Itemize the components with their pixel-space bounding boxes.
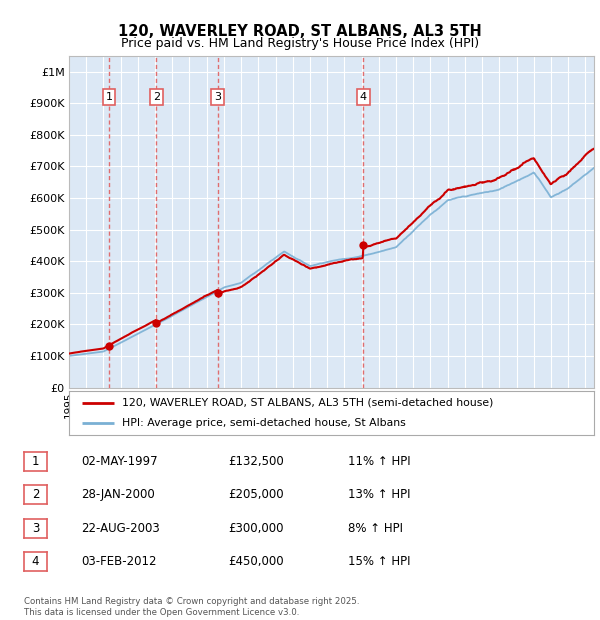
Text: 22-AUG-2003: 22-AUG-2003 <box>81 522 160 534</box>
Text: Price paid vs. HM Land Registry's House Price Index (HPI): Price paid vs. HM Land Registry's House … <box>121 37 479 50</box>
Text: 4: 4 <box>32 556 39 568</box>
Text: 1: 1 <box>106 92 113 102</box>
Text: £300,000: £300,000 <box>228 522 284 534</box>
Text: 120, WAVERLEY ROAD, ST ALBANS, AL3 5TH (semi-detached house): 120, WAVERLEY ROAD, ST ALBANS, AL3 5TH (… <box>121 397 493 408</box>
Text: 3: 3 <box>214 92 221 102</box>
Text: 120, WAVERLEY ROAD, ST ALBANS, AL3 5TH: 120, WAVERLEY ROAD, ST ALBANS, AL3 5TH <box>118 24 482 38</box>
Text: Contains HM Land Registry data © Crown copyright and database right 2025.
This d: Contains HM Land Registry data © Crown c… <box>24 598 359 617</box>
Text: 4: 4 <box>359 92 367 102</box>
Text: 15% ↑ HPI: 15% ↑ HPI <box>348 556 410 568</box>
Text: 1: 1 <box>32 455 39 467</box>
Text: HPI: Average price, semi-detached house, St Albans: HPI: Average price, semi-detached house,… <box>121 418 405 428</box>
Text: £132,500: £132,500 <box>228 455 284 467</box>
Text: 02-MAY-1997: 02-MAY-1997 <box>81 455 158 467</box>
Text: 3: 3 <box>32 522 39 534</box>
Text: 2: 2 <box>153 92 160 102</box>
Text: 03-FEB-2012: 03-FEB-2012 <box>81 556 157 568</box>
Text: 28-JAN-2000: 28-JAN-2000 <box>81 489 155 501</box>
Text: £450,000: £450,000 <box>228 556 284 568</box>
Text: 2: 2 <box>32 489 39 501</box>
Text: 8% ↑ HPI: 8% ↑ HPI <box>348 522 403 534</box>
Text: 11% ↑ HPI: 11% ↑ HPI <box>348 455 410 467</box>
Text: 13% ↑ HPI: 13% ↑ HPI <box>348 489 410 501</box>
Text: £205,000: £205,000 <box>228 489 284 501</box>
